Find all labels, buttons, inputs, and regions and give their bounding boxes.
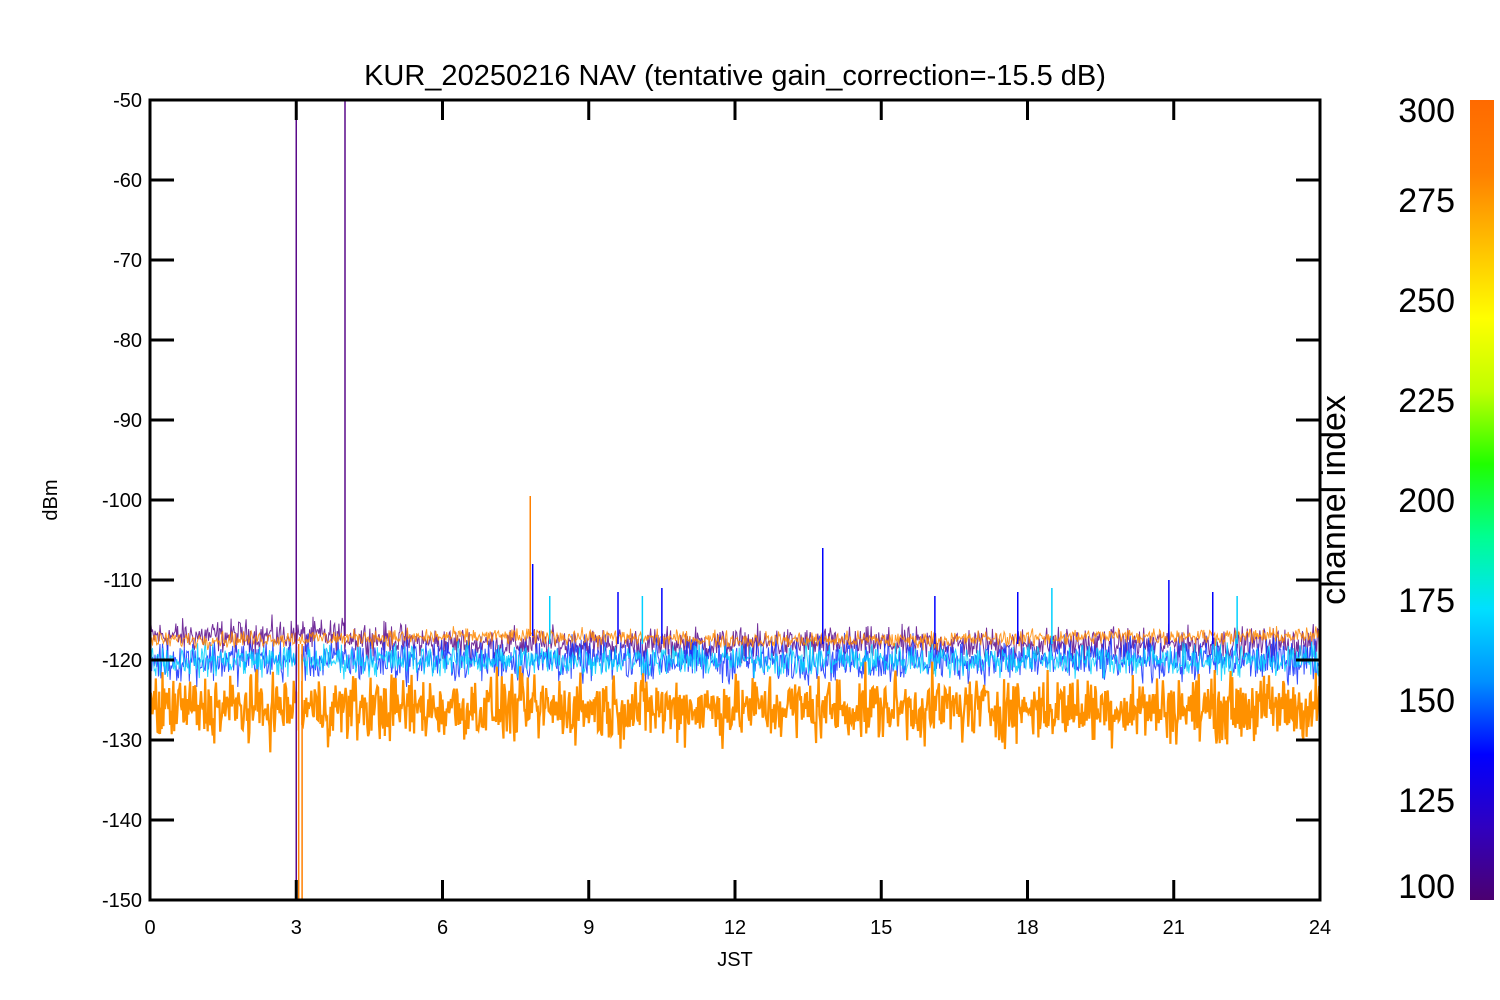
y-tick-label-0: -50 <box>113 90 142 112</box>
x-tick-label-8: 24 <box>1309 917 1331 939</box>
colorbar-tick-label-5: 175 <box>1398 582 1455 620</box>
series-2-line <box>150 638 1320 682</box>
x-tick-label-7: 21 <box>1163 917 1185 939</box>
y-tick-label-7: -120 <box>102 650 142 672</box>
x-tick-label-1: 3 <box>291 917 302 939</box>
x-tick-label-5: 15 <box>870 917 892 939</box>
y-tick-label-5: -100 <box>102 490 142 512</box>
x-tick-label-0: 0 <box>144 917 155 939</box>
y-axis: -50 -60 -70 -80 -90 -100 -110 -120 -130 -140 -150 <box>102 90 1320 912</box>
x-tick-label-2: 6 <box>437 917 448 939</box>
y-tick-label-8: -130 <box>102 730 142 752</box>
y-tick-label-10: -150 <box>102 890 142 912</box>
y-axis-label: dBm <box>40 479 62 520</box>
y-tick-label-3: -80 <box>113 330 142 352</box>
series-1-line <box>150 632 1320 688</box>
series-4-line <box>150 626 1320 651</box>
plot-data-layer <box>150 100 1320 900</box>
y-tick-label-2: -70 <box>113 250 142 272</box>
y-tick-label-1: -60 <box>113 170 142 192</box>
x-axis-label: JST <box>717 949 753 971</box>
colorbar <box>1470 100 1494 900</box>
x-tick-label-6: 18 <box>1016 917 1038 939</box>
colorbar-tick-label-2: 250 <box>1398 282 1455 320</box>
colorbar-tick-label-3: 225 <box>1398 382 1455 420</box>
x-tick-label-4: 12 <box>724 917 746 939</box>
y-tick-label-6: -110 <box>103 570 142 592</box>
plot-frame <box>148 98 1322 902</box>
x-tick-label-3: 9 <box>583 917 594 939</box>
x-axis: 0 3 6 9 12 15 18 21 24 <box>144 100 1331 939</box>
colorbar-label: channel index <box>1315 395 1353 605</box>
y-tick-label-9: -140 <box>102 810 142 832</box>
colorbar-tick-label-6: 150 <box>1398 682 1455 720</box>
colorbar-tick-label-0: 300 <box>1398 92 1455 130</box>
chart-title: KUR_20250216 NAV (tentative gain_correct… <box>364 60 1106 92</box>
colorbar-tick-label-4: 200 <box>1398 482 1455 520</box>
colorbar-tick-label-7: 125 <box>1398 782 1455 820</box>
series-3-line <box>150 661 1320 753</box>
y-tick-label-4: -90 <box>113 410 142 432</box>
colorbar-tick-label-8: 100 <box>1398 868 1455 906</box>
colorbar-tick-label-1: 275 <box>1398 182 1455 220</box>
colorbar-axis: 300 275 250 225 200 175 150 125 100 <box>1398 92 1455 906</box>
